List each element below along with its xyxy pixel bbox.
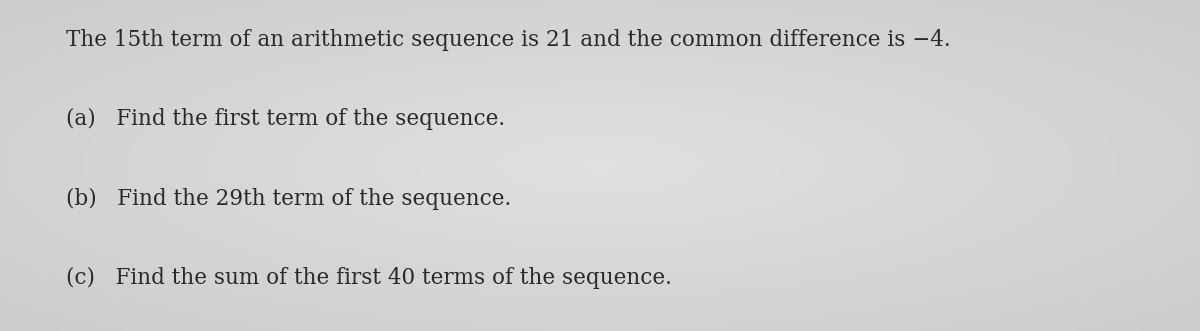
- Text: (c)   Find the sum of the first 40 terms of the sequence.: (c) Find the sum of the first 40 terms o…: [66, 267, 672, 289]
- Text: The 15th term of an arithmetic sequence is 21 and the common difference is −4.: The 15th term of an arithmetic sequence …: [66, 29, 950, 51]
- Text: (a)   Find the first term of the sequence.: (a) Find the first term of the sequence.: [66, 108, 505, 130]
- Text: (b)   Find the 29th term of the sequence.: (b) Find the 29th term of the sequence.: [66, 188, 511, 210]
